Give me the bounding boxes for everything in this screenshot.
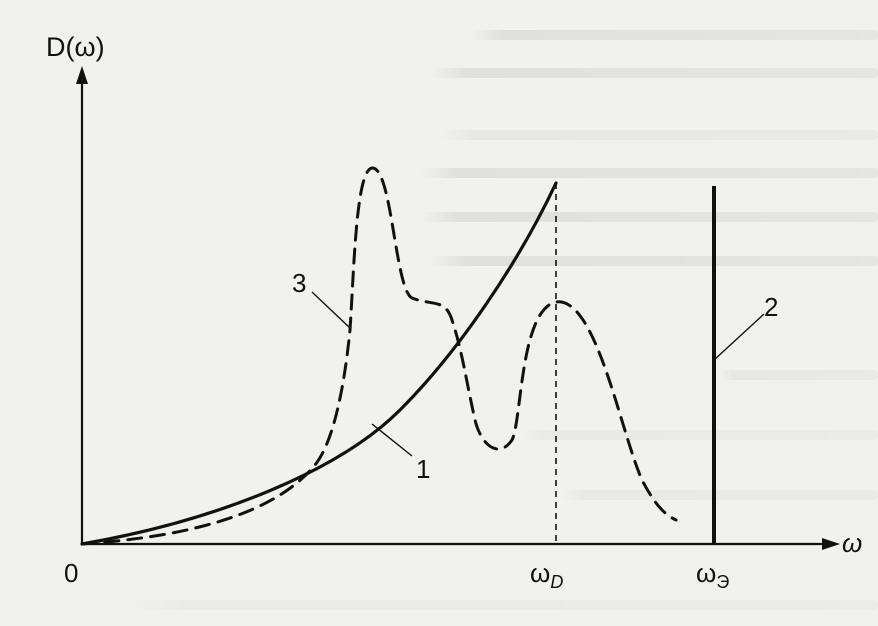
curve-1-leader (371, 423, 413, 457)
omega-d-tick-label: ωD (530, 560, 563, 591)
x-axis-arrow (822, 538, 840, 550)
y-axis-label: D(ω) (46, 32, 105, 62)
curve-1-label: 1 (416, 454, 431, 484)
curve-2-label: 2 (764, 292, 779, 322)
curve-2-leader (713, 313, 765, 361)
omega-d-sub: D (550, 572, 564, 592)
curve-3-dashed (80, 166, 678, 546)
origin-label: 0 (64, 558, 79, 588)
curve-3-leader (311, 291, 351, 329)
curve-3-label: 3 (292, 268, 307, 298)
omega-e-sub: Э (716, 572, 730, 592)
curve-1-solid (80, 181, 558, 546)
omega-d-base: ω (530, 558, 551, 588)
y-axis-arrow (76, 66, 88, 84)
x-axis-label: ω (842, 528, 863, 558)
omega-e-tick-label: ωЭ (696, 560, 729, 591)
omega-e-base: ω (696, 558, 717, 588)
